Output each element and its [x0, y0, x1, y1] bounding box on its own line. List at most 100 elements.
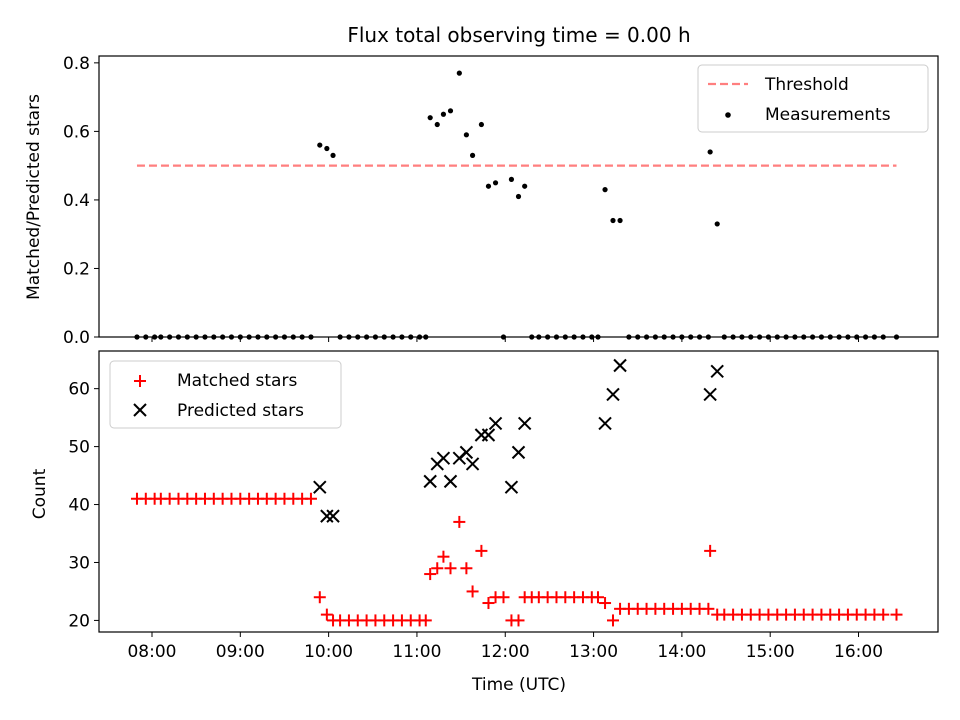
predicted-star-point [423, 474, 437, 489]
matched-star-point [606, 614, 619, 627]
bottom-panel: Count Time (UTC) 20 30 40 50 60 08:00 09:00 10:… [30, 350, 939, 695]
measurement-point [485, 183, 492, 189]
predicted-star-point [598, 416, 612, 431]
measurement-point [478, 121, 485, 128]
matched-star-point [890, 608, 903, 621]
measurement-point [317, 142, 323, 148]
bottom-axes-frame [98, 350, 939, 633]
predicted-star-point [465, 457, 480, 471]
top-legend: Threshold Measurements [697, 64, 929, 133]
top-y-tick-label: 0.8 [63, 54, 90, 74]
chart-title: Flux total observing time = 0.00 h [347, 23, 690, 47]
measurement-point [330, 152, 336, 158]
x-tick-label: 14:00 [657, 642, 706, 662]
legend-threshold-label: Threshold [764, 75, 849, 95]
measurement-point [707, 149, 713, 155]
matched-star-point [877, 608, 890, 621]
matched-star-point [419, 614, 432, 627]
predicted-star-point [436, 451, 451, 465]
measurement-point [492, 180, 499, 186]
predicted-star-point [710, 364, 724, 378]
x-tick-label: 11:00 [392, 642, 441, 662]
predicted-star-point [326, 509, 340, 523]
top-axes-frame [98, 55, 939, 338]
x-tick-label: 10:00 [304, 642, 353, 662]
matched-star-point [453, 515, 466, 528]
measurement-point [447, 108, 454, 114]
x-tick-label: 13:00 [569, 642, 618, 662]
matched-star-point [320, 608, 333, 621]
top-y-tick-label: 0.2 [63, 259, 90, 279]
bottom-plot-area [130, 358, 903, 627]
matched-star-point [497, 591, 510, 604]
predicted-star-point [613, 358, 627, 373]
x-tick-label: 08:00 [127, 642, 176, 662]
matched-star-point [460, 562, 473, 575]
predicted-star-point [703, 387, 717, 402]
legend-measurements-swatch [725, 112, 731, 118]
legend-matched-label: Matched stars [177, 371, 297, 391]
matched-star-point [313, 591, 326, 604]
measurement-point [515, 193, 522, 200]
predicted-star-point [481, 428, 496, 442]
matched-star-point [475, 544, 488, 557]
legend-predicted-swatch [133, 403, 147, 417]
measurement-point [714, 221, 720, 227]
matched-star-point [482, 597, 495, 610]
measurement-point [602, 187, 608, 193]
bottom-legend: Matched stars Predicted stars [109, 360, 342, 429]
x-tick-label: 16:00 [834, 642, 883, 662]
matched-star-point [599, 597, 612, 610]
top-legend-box [697, 64, 929, 133]
bottom-legend-box [109, 360, 342, 429]
bottom-y-tick-label: 50 [68, 438, 90, 458]
predicted-star-point [488, 416, 503, 431]
predicted-star-point [606, 387, 620, 402]
measurement-point [522, 183, 528, 189]
x-tick-label: 12:00 [481, 642, 530, 662]
predicted-star-point [459, 445, 474, 460]
matched-star-point [591, 591, 604, 604]
x-axis-label: Time (UTC) [471, 675, 566, 695]
x-tick-label: 09:00 [216, 642, 265, 662]
measurement-point [440, 111, 447, 117]
bottom-y-axis-label: Count [30, 468, 50, 519]
predicted-star-point [504, 480, 519, 494]
matched-star-point [431, 562, 444, 575]
measurement-point [463, 132, 469, 138]
legend-matched-swatch [134, 375, 146, 387]
matched-star-point [466, 585, 479, 598]
measurement-point [434, 121, 440, 128]
bottom-tick-layer: 20 30 40 50 60 08:00 09:00 10:00 11:00 12:00 13:00… [68, 380, 883, 662]
measurement-point [469, 152, 476, 158]
legend-predicted-label: Predicted stars [177, 401, 304, 421]
top-y-axis-label: Matched/Predicted stars [24, 94, 44, 300]
matched-star-point [512, 614, 525, 627]
bottom-y-tick-label: 40 [68, 496, 90, 516]
measurement-point [324, 145, 330, 152]
predicted-star-point [517, 416, 532, 431]
top-y-tick-label: 0.6 [63, 122, 90, 142]
predicted-star-point [320, 509, 334, 523]
bottom-y-tick-label: 30 [68, 553, 90, 573]
top-tick-layer: 0.0 0.2 0.4 0.6 0.8 [63, 54, 860, 348]
matched-star-point [702, 602, 715, 615]
matched-star-point [704, 544, 717, 557]
bottom-y-tick-label: 60 [68, 380, 90, 400]
top-panel: Flux total observing time = 0.00 h Match… [24, 23, 939, 348]
x-tick-label: 15:00 [746, 642, 795, 662]
measurement-point [427, 115, 433, 121]
matched-star-point [424, 568, 437, 581]
matched-star-point [437, 550, 450, 563]
measurement-point [617, 217, 623, 224]
top-y-tick-label: 0.0 [63, 328, 90, 348]
bottom-y-tick-label: 20 [68, 611, 90, 631]
measurement-point [456, 70, 462, 76]
legend-measurements-label: Measurements [765, 105, 891, 125]
predicted-star-point [313, 480, 327, 494]
measurement-point [508, 176, 515, 182]
matched-star-point [304, 492, 317, 505]
matched-star-point [444, 562, 457, 575]
measurement-point [610, 217, 616, 224]
predicted-star-point [443, 474, 458, 489]
